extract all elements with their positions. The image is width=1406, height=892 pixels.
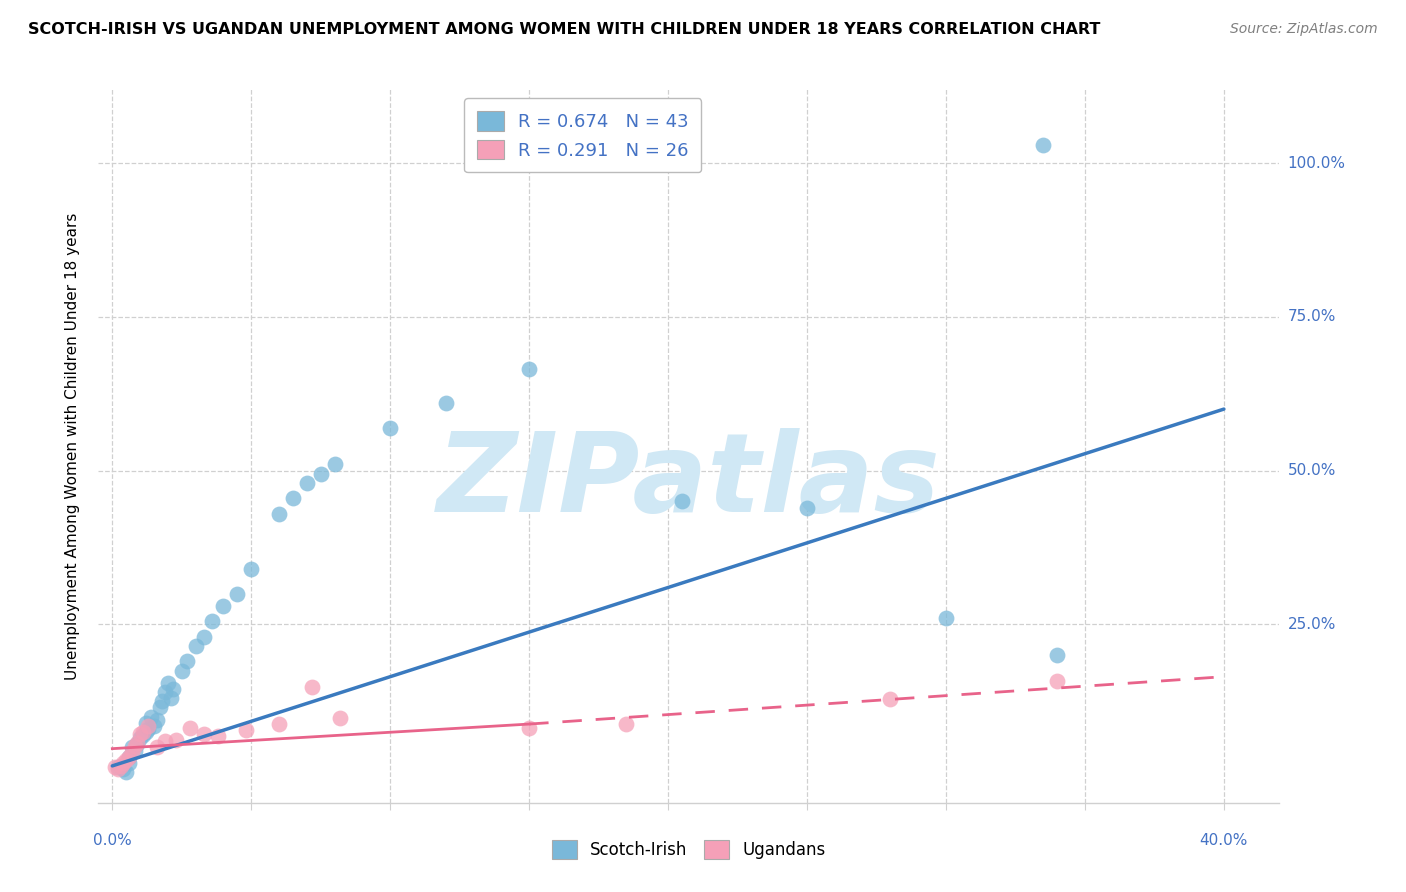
Point [935, 611, 957, 625]
Point [107, 762, 129, 776]
Text: SCOTCH-IRISH VS UGANDAN UNEMPLOYMENT AMONG WOMEN WITH CHILDREN UNDER 18 YEARS CO: SCOTCH-IRISH VS UGANDAN UNEMPLOYMENT AMO… [28, 22, 1101, 37]
Point [127, 737, 149, 751]
Point [517, 362, 540, 376]
Point [118, 749, 141, 764]
Point [156, 676, 179, 690]
Point [121, 740, 143, 755]
Point [193, 727, 215, 741]
Point [434, 396, 457, 410]
Point [193, 630, 215, 644]
Text: 100.0%: 100.0% [1288, 155, 1346, 170]
Point [184, 639, 207, 653]
Point [380, 420, 402, 434]
Point [1046, 648, 1069, 662]
Point [165, 733, 187, 747]
Point [135, 715, 157, 730]
Point [132, 725, 155, 739]
Point [115, 753, 138, 767]
Point [267, 717, 290, 731]
Point [146, 740, 169, 755]
Point [129, 727, 152, 741]
Text: 50.0%: 50.0% [1288, 463, 1336, 478]
Point [170, 664, 193, 678]
Point [104, 760, 127, 774]
Text: 40.0%: 40.0% [1199, 833, 1249, 848]
Point [281, 491, 304, 506]
Point [796, 500, 818, 515]
Point [146, 713, 169, 727]
Point [115, 765, 138, 780]
Text: 0.0%: 0.0% [93, 833, 132, 848]
Point [121, 745, 143, 759]
Point [112, 762, 135, 776]
Point [162, 681, 184, 696]
Point [148, 700, 170, 714]
Point [159, 691, 181, 706]
Point [240, 562, 263, 576]
Text: 75.0%: 75.0% [1288, 310, 1336, 325]
Point [235, 723, 257, 738]
Point [212, 599, 235, 613]
Point [176, 654, 198, 668]
Point [143, 719, 166, 733]
Point [118, 749, 141, 764]
Point [141, 709, 163, 723]
Point [135, 725, 157, 739]
Y-axis label: Unemployment Among Women with Children Under 18 years: Unemployment Among Women with Children U… [65, 212, 80, 680]
Point [110, 759, 132, 773]
Point [329, 711, 352, 725]
Point [295, 475, 318, 490]
Point [1032, 137, 1054, 152]
Point [124, 743, 146, 757]
Point [153, 734, 176, 748]
Point [124, 739, 146, 754]
Point [323, 458, 346, 472]
Text: Source: ZipAtlas.com: Source: ZipAtlas.com [1230, 22, 1378, 37]
Point [226, 587, 249, 601]
Text: ZIPatlas: ZIPatlas [437, 428, 941, 535]
Point [110, 759, 132, 773]
Point [112, 756, 135, 770]
Point [1046, 673, 1069, 688]
Point [118, 756, 141, 770]
Point [616, 717, 638, 731]
Point [132, 728, 155, 742]
Point [129, 731, 152, 746]
Point [309, 467, 332, 481]
Point [517, 721, 540, 735]
Point [127, 735, 149, 749]
Point [301, 680, 323, 694]
Point [150, 694, 173, 708]
Point [879, 692, 901, 706]
Legend: Scotch-Irish, Ugandans: Scotch-Irish, Ugandans [546, 834, 832, 866]
Point [267, 507, 290, 521]
Point [207, 730, 229, 744]
Point [201, 615, 224, 629]
Point [671, 494, 693, 508]
Point [153, 685, 176, 699]
Point [179, 721, 201, 735]
Point [138, 719, 160, 733]
Text: 25.0%: 25.0% [1288, 617, 1336, 632]
Point [138, 722, 160, 736]
Point [107, 760, 129, 774]
